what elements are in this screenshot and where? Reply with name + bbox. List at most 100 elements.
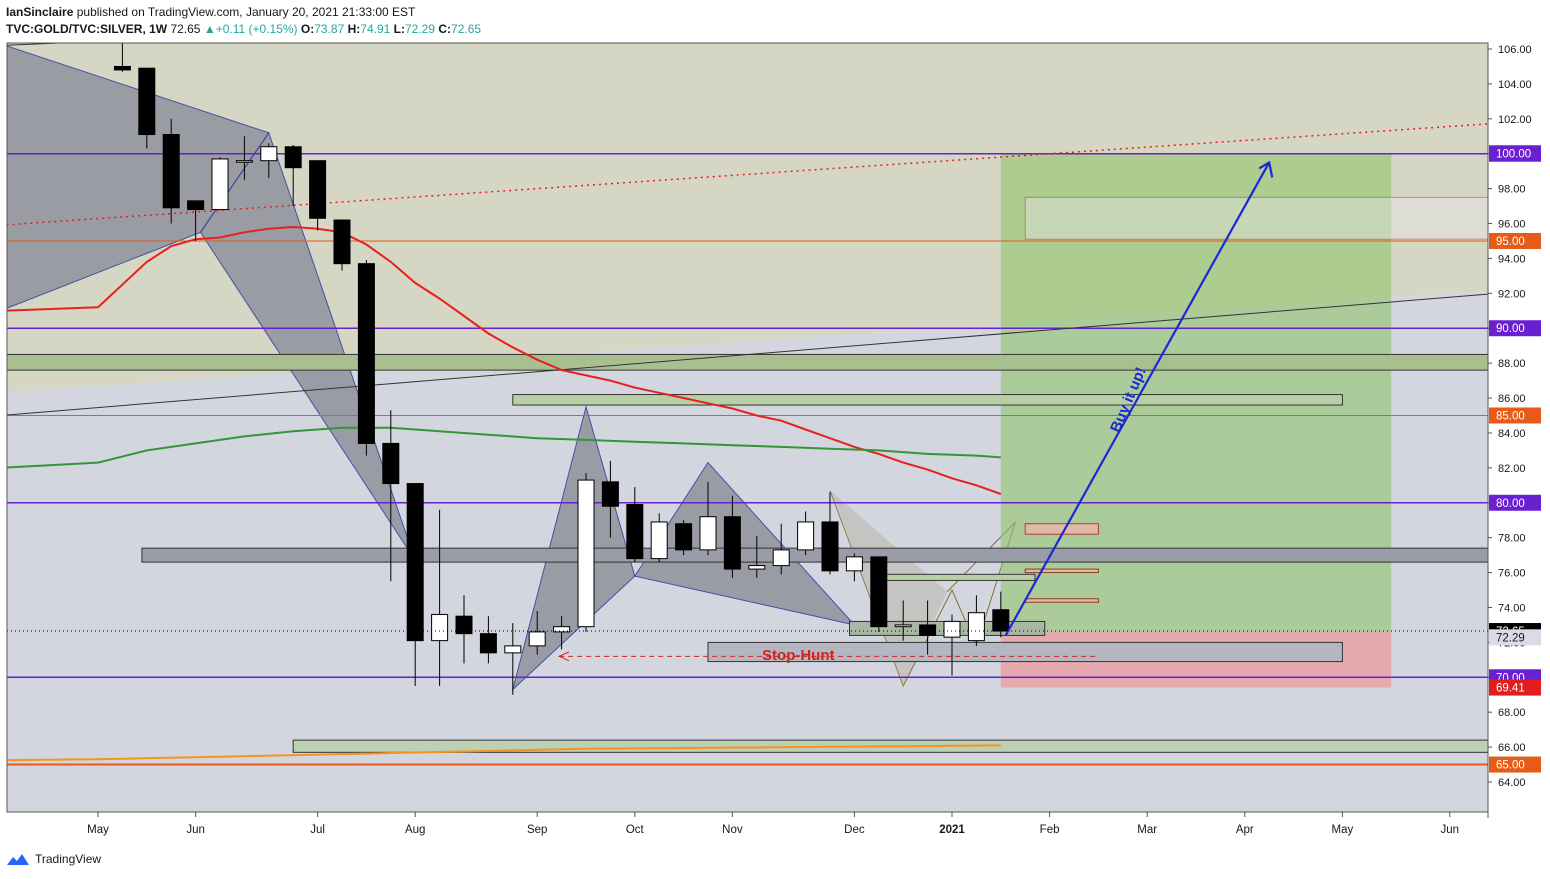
price-tick-label: 76.00 [1498,568,1526,580]
candle [870,556,888,632]
candle [894,600,912,641]
author-name[interactable]: IanSinclaire [6,5,74,19]
supply-zone [7,353,1488,371]
candle-body [723,516,741,570]
high-value: 74.91 [360,22,391,36]
small-zone [1024,598,1099,603]
candle [431,509,449,687]
candle-body [333,219,351,265]
candle-body [748,565,766,570]
candle-body [772,549,790,567]
candle-body [504,645,522,654]
candle [650,513,668,563]
open-label: O: [300,22,315,36]
trendline [7,293,1488,416]
wedge-fill [830,490,948,686]
candle-body [211,158,229,211]
price-label: 72.29 [1496,632,1525,644]
candle [309,160,327,231]
harmonic-triangle [199,131,416,561]
candle [528,610,546,655]
tradingview-footer: TradingView [6,851,101,867]
candle [406,483,424,687]
price-tick-label: 96.00 [1498,219,1526,231]
candle-body [675,523,693,551]
time-tick-label: 2021 [939,824,965,836]
candle-body [845,556,863,572]
open-value: 73.87 [314,22,345,36]
price-tick-label: 94.00 [1498,253,1526,265]
publish-date: published on TradingView.com, January 20… [76,5,416,19]
price-label: 80.00 [1496,498,1525,510]
candle [162,118,180,224]
candle-body [260,146,278,162]
candle-body [309,160,327,219]
candle-body [113,65,131,71]
candle [113,43,131,72]
time-tick-label: May [87,824,109,836]
price-tick-label: 68.00 [1498,707,1526,719]
candle [333,219,351,271]
candle [748,535,766,578]
tradingview-brand[interactable]: TradingView [35,852,102,866]
candle [626,487,644,563]
price-tick-label: 78.00 [1498,533,1526,545]
candle [382,410,400,582]
buy-arrowhead [1258,160,1274,178]
candle [601,460,619,538]
time-tick-label: Apr [1236,824,1254,836]
candle-body [138,67,156,136]
stop-hunt-arrowhead [557,651,570,662]
candle [967,595,985,646]
symbol-name[interactable]: TVC:GOLD/TVC:SILVER, 1W [6,22,168,36]
price-label-bg [1489,145,1541,162]
candle-body [797,521,815,551]
price-tick-label: 82.00 [1498,463,1526,475]
candle [943,614,961,676]
candle [699,481,717,556]
candle-body [357,263,375,444]
price-label: 69.41 [1496,683,1525,695]
price-label: 90.00 [1496,323,1525,335]
candle-body [553,626,571,633]
time-tick-label: Mar [1137,824,1157,836]
price-label-bg [1489,679,1541,696]
candle-body [577,479,595,628]
candle-body [187,200,205,211]
price-tick-label: 74.00 [1498,602,1526,614]
price-label: 65.00 [1496,760,1525,772]
candle-body [406,483,424,642]
time-tick-label: Nov [722,824,743,836]
candle-body [162,134,180,209]
close-value: 72.65 [451,22,482,36]
price-label-bg [1489,232,1541,249]
candle-body [601,481,619,507]
candle-body [894,624,912,628]
small-zone [878,573,1036,581]
time-tick-label: Dec [844,824,865,836]
price-tick-label: 88.00 [1498,358,1526,370]
target-box [1024,196,1488,240]
candle [235,136,253,180]
candle [723,495,741,578]
time-tick-label: Aug [405,824,425,836]
candle-body [382,442,400,485]
price-label-bg [1489,756,1541,773]
up-arrow-icon: ▲ [203,22,216,36]
price-change: +0.11 (+0.15%) [215,22,298,36]
candle [357,260,375,456]
price-tick-label: 98.00 [1498,184,1526,196]
candle [260,143,278,179]
time-tick-label: Feb [1040,824,1060,836]
stop-hunt-label: Stop-Hunt [762,647,834,664]
candle-body [821,521,839,572]
price-label-bg [1489,320,1541,337]
time-tick-label: Jul [310,824,325,836]
publish-info: IanSinclaire published on TradingView.co… [6,5,415,19]
time-tick-label: May [1332,824,1354,836]
candle [992,591,1010,638]
candle [919,600,937,655]
candle [821,492,839,575]
